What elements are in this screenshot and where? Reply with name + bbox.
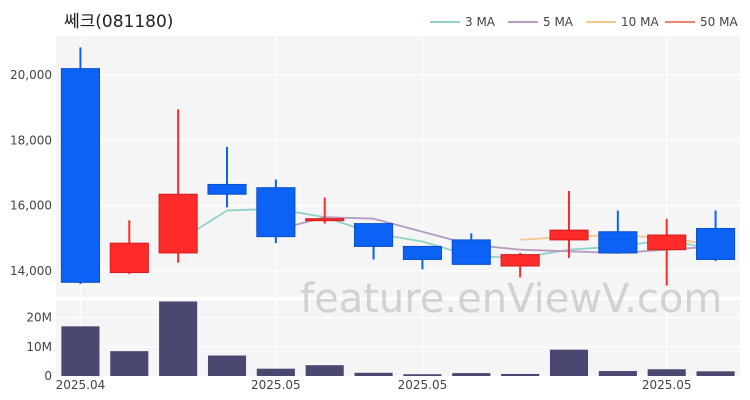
candle-body <box>402 245 442 260</box>
chart-title: 쎄크(081180) <box>64 12 173 32</box>
candle-body <box>158 193 198 254</box>
candle-body <box>207 183 247 195</box>
candle <box>158 109 198 263</box>
candle <box>256 179 296 244</box>
candle-body <box>451 239 491 265</box>
candlesticks <box>60 47 736 286</box>
candle <box>500 252 540 278</box>
legend-label: 10 MA <box>621 15 659 29</box>
x-tick-label: 2025.05 <box>642 378 692 392</box>
candle-body <box>549 229 589 241</box>
price-panel-background <box>56 36 740 297</box>
volume-tick-label: 0 <box>44 369 52 383</box>
candle-body <box>305 218 345 222</box>
price-tick-label: 14,000 <box>10 264 52 278</box>
price-tick-label: 20,000 <box>10 68 52 82</box>
x-tick-label: 2025.05 <box>398 378 448 392</box>
volume-bar <box>305 365 344 376</box>
price-tick-label: 18,000 <box>10 133 52 147</box>
candle <box>696 210 736 262</box>
volume-bar <box>696 371 735 376</box>
candle-body <box>598 231 638 254</box>
candle-body <box>256 187 296 238</box>
volume-bar <box>647 369 686 376</box>
legend: 3 MA 5 MA 10 MA 50 MA <box>430 15 738 29</box>
volume-bar <box>452 373 491 376</box>
candle <box>207 146 247 208</box>
volume-bar <box>207 355 247 376</box>
volume-bar <box>354 372 393 376</box>
x-tick-label: 2025.05 <box>251 378 301 392</box>
candle <box>305 197 345 224</box>
volume-bar <box>403 374 442 376</box>
candle <box>647 218 687 286</box>
volume-bar <box>61 326 100 376</box>
candle <box>109 220 149 275</box>
axis-labels: 14,000 16,000 18,000 20,000 0 10M 20M 2025.04 20… <box>10 68 692 392</box>
volume-tick-label: 10M <box>26 340 52 354</box>
candle <box>402 245 442 270</box>
volume-bars <box>61 301 735 376</box>
volume-bar <box>256 368 295 376</box>
x-tick-label: 2025.04 <box>56 378 106 392</box>
candle-body <box>647 234 687 251</box>
candle-body <box>696 227 736 260</box>
legend-label: 3 MA <box>465 15 496 29</box>
volume-bar <box>159 301 198 376</box>
volume-tick-label: 20M <box>26 311 52 325</box>
volume-bar <box>501 373 540 376</box>
volume-bar <box>110 351 149 376</box>
price-tick-label: 16,000 <box>10 199 52 213</box>
candle <box>60 47 100 284</box>
candle <box>598 210 638 254</box>
volume-bar <box>598 371 637 376</box>
candle <box>354 223 394 260</box>
candle <box>549 190 589 258</box>
candle-body <box>500 254 540 267</box>
volume-bar <box>549 349 589 376</box>
candle <box>451 233 491 265</box>
legend-label: 50 MA <box>700 15 738 29</box>
legend-label: 5 MA <box>543 15 574 29</box>
candle-body <box>109 242 149 274</box>
candle-body <box>60 68 100 283</box>
candle-body <box>354 223 394 247</box>
ma-line-5ma <box>275 216 716 254</box>
watermark: feature.enViewV.com <box>300 276 722 322</box>
